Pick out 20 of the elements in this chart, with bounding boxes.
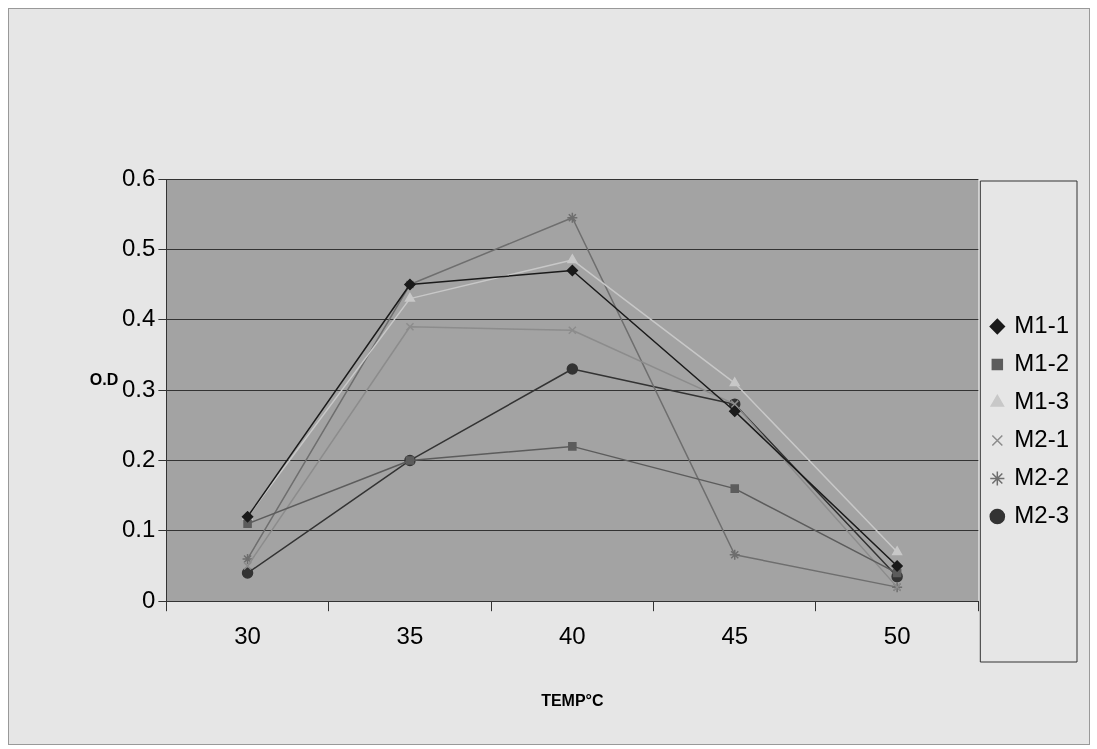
legend-label: M2-2 — [1014, 463, 1070, 491]
x-tick-label: 30 — [234, 622, 261, 650]
y-tick-label: 0.1 — [121, 515, 156, 543]
legend-label: M2-3 — [1014, 501, 1070, 529]
y-tick-label: 0.5 — [121, 233, 156, 261]
legend-label: M2-1 — [1014, 425, 1070, 453]
x-axis-title: TEMP°C — [541, 691, 604, 709]
y-tick-label: 0.4 — [121, 304, 156, 332]
x-tick-label: 35 — [396, 622, 424, 650]
legend-label: M1-2 — [1014, 349, 1070, 377]
y-tick-label: 0 — [142, 585, 156, 613]
x-tick-label: 40 — [558, 622, 586, 650]
y-tick-label: 0.3 — [121, 374, 156, 402]
x-tick-label: 50 — [883, 622, 911, 650]
y-tick-label: 0.6 — [121, 163, 156, 191]
y-axis-title: O.D — [89, 370, 119, 388]
y-tick-label: 0.2 — [121, 445, 156, 473]
legend-label: M1-1 — [1014, 311, 1070, 339]
legend-label: M1-3 — [1014, 387, 1070, 415]
x-tick-label: 45 — [721, 622, 749, 650]
